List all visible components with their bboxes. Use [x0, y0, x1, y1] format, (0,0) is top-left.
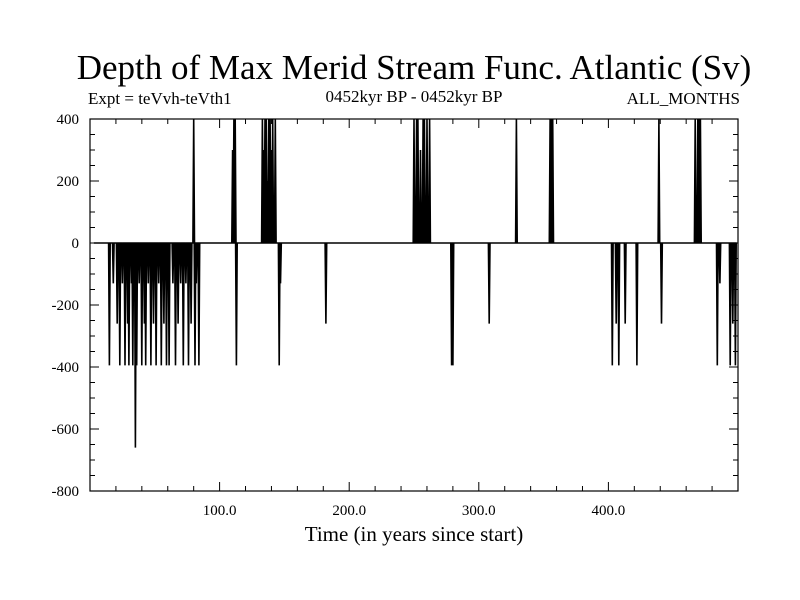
y-tick-label: -200	[52, 298, 80, 314]
experiment-label: Expt = teVvh-teVth1	[88, 89, 232, 108]
y-tick-label: -800	[52, 484, 80, 500]
y-tick-label: 200	[57, 174, 80, 190]
chart-title: Depth of Max Merid Stream Func. Atlantic…	[77, 48, 752, 87]
months-label: ALL_MONTHS	[627, 89, 740, 108]
x-tick-label: 100.0	[203, 503, 237, 519]
y-tick-label: -400	[52, 360, 80, 376]
x-axis: 100.0 200.0 300.0 400.0	[115, 119, 713, 519]
y-tick-label: 400	[57, 112, 80, 128]
x-tick-label: 400.0	[592, 503, 626, 519]
plot-area	[89, 118, 739, 492]
x-tick-label: 300.0	[462, 503, 496, 519]
x-axis-label: Time (in years since start)	[305, 522, 524, 546]
series-line	[93, 118, 737, 448]
period-label: 0452kyr BP - 0452kyr BP	[326, 87, 503, 106]
x-tick-label: 200.0	[332, 503, 366, 519]
y-tick-label: 0	[72, 236, 80, 252]
y-tick-label: -600	[52, 422, 80, 438]
y-axis: 400 200 0 -200 -400 -600 -800	[52, 112, 738, 500]
